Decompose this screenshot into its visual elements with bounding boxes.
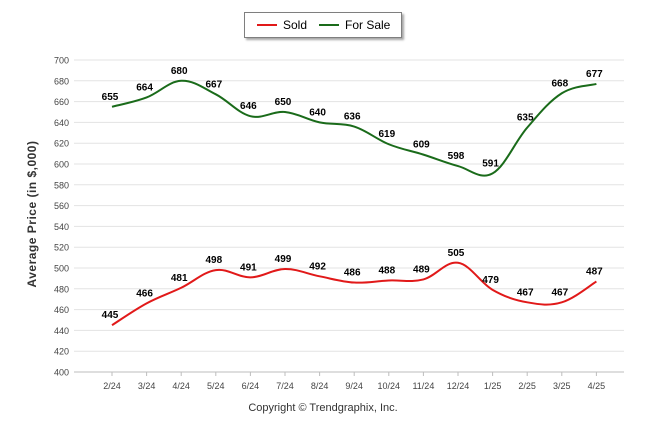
y-tick-label: 600 [54,160,69,170]
y-axis-title: Average Price (in $,000) [25,140,39,288]
data-label-for-sale: 598 [448,151,465,162]
series-line-sold [111,261,597,327]
data-label-sold: 488 [378,265,395,276]
y-tick-label: 460 [54,305,69,315]
x-tick-label: 7/24 [276,381,294,391]
x-tick-label: 2/24 [103,381,121,391]
data-label-sold: 467 [517,287,534,298]
series-line-for-sale [111,79,597,177]
y-tick-label: 660 [54,97,69,107]
y-tick-label: 680 [54,76,69,86]
data-label-sold: 479 [482,275,499,286]
data-label-for-sale: 635 [517,113,534,124]
x-tick-label: 5/24 [207,381,225,391]
data-label-for-sale: 619 [378,129,395,140]
y-tick-label: 500 [54,264,69,274]
x-tick-label: 10/24 [378,381,401,391]
x-tick-label: 11/24 [412,381,434,391]
y-tick-label: 700 [54,56,69,66]
data-label-sold: 467 [551,287,568,298]
y-tick-label: 400 [54,368,69,378]
x-tick-label: 4/24 [172,381,190,391]
y-tick-label: 520 [54,243,69,253]
data-label-for-sale: 667 [205,79,222,90]
data-label-sold: 487 [586,267,603,278]
data-label-sold: 505 [448,248,465,259]
y-tick-label: 620 [54,139,69,149]
x-tick-label: 1/25 [484,381,502,391]
data-label-sold: 486 [344,268,361,279]
legend: Sold For Sale [244,12,402,38]
data-label-for-sale: 664 [136,82,153,93]
y-tick-label: 480 [54,284,69,294]
y-tick-label: 540 [54,222,69,232]
data-label-sold: 491 [240,262,257,273]
x-tick-label: 9/24 [345,381,363,391]
data-label-for-sale: 609 [413,140,430,151]
y-tick-label: 640 [54,118,69,128]
data-labels: 445 466 481 498 491 499 492 486 488 489 505 479 467 4… [102,66,604,321]
y-tick-label: 580 [54,180,69,190]
y-tick-label: 420 [54,347,69,357]
copyright-text: Copyright © Trendgraphix, Inc. [248,402,398,414]
legend-label-sold: Sold [283,18,308,32]
data-label-for-sale: 591 [482,158,499,169]
data-label-for-sale: 677 [586,69,603,80]
data-label-sold: 445 [102,310,119,321]
x-tick-label: 3/24 [138,381,156,391]
data-label-for-sale: 680 [171,66,188,77]
data-label-for-sale: 668 [551,78,568,89]
y-tick-label: 440 [54,326,69,336]
legend-swatch-forsale [319,24,339,26]
data-label-for-sale: 646 [240,101,257,112]
x-tick-label: 8/24 [311,381,329,391]
x-tick-label: 3/25 [553,381,571,391]
data-label-for-sale: 655 [102,92,119,103]
x-axis-ticks: 2/24 3/24 4/24 5/24 6/24 7/24 8/24 9/24 10/24 11/… [103,372,605,391]
y-tick-label: 560 [54,201,69,211]
data-label-for-sale: 636 [344,112,361,123]
data-label-sold: 492 [309,261,326,272]
series-lines [111,79,597,327]
y-axis-ticks: 400 420 440 460 480 500 520 540 560 580 600 620 640 6… [54,56,69,378]
data-label-sold: 481 [171,273,188,284]
x-tick-label: 4/25 [588,381,606,391]
x-tick-label: 6/24 [242,381,260,391]
gridlines [74,59,624,373]
data-label-sold: 466 [136,288,153,299]
legend-swatch-sold [257,24,277,26]
x-tick-label: 12/24 [447,381,470,391]
legend-label-forsale: For Sale [345,18,391,32]
data-label-for-sale: 640 [309,107,326,118]
data-label-sold: 498 [205,255,222,266]
x-tick-label: 2/25 [518,381,536,391]
data-label-for-sale: 650 [275,97,292,108]
data-label-sold: 489 [413,264,430,275]
data-label-sold: 499 [275,254,292,265]
